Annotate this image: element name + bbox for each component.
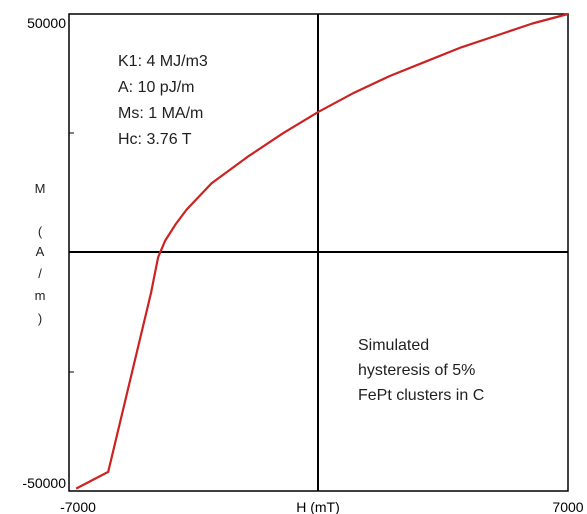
note-line: Simulated — [358, 337, 429, 354]
y-axis-label-char: A — [36, 244, 45, 259]
magnetization-curve — [75, 12, 569, 490]
y-axis-label-char: M — [35, 181, 46, 196]
y-axis-label-char: ( — [38, 224, 43, 239]
y-axis-label-char: ) — [38, 311, 42, 326]
y-tick-label-top: 50000 — [27, 15, 66, 31]
param-a: A: 10 pJ/m — [118, 79, 194, 96]
y-axis-label-char: / — [38, 266, 42, 281]
param-hc: Hc: 3.76 T — [118, 131, 192, 148]
x-tick-label-left: -7000 — [60, 499, 96, 514]
y-axis-label-char: m — [35, 288, 46, 303]
note-line: hysteresis of 5% — [358, 362, 475, 379]
y-tick-label-bottom: -50000 — [22, 475, 66, 491]
x-tick-label-right: 7000 — [552, 499, 583, 514]
note-line: FePt clusters in C — [358, 387, 484, 404]
param-k1: K1: 4 MJ/m3 — [118, 53, 208, 70]
x-axis-label: H (mT) — [296, 499, 340, 514]
param-ms: Ms: 1 MA/m — [118, 105, 203, 122]
